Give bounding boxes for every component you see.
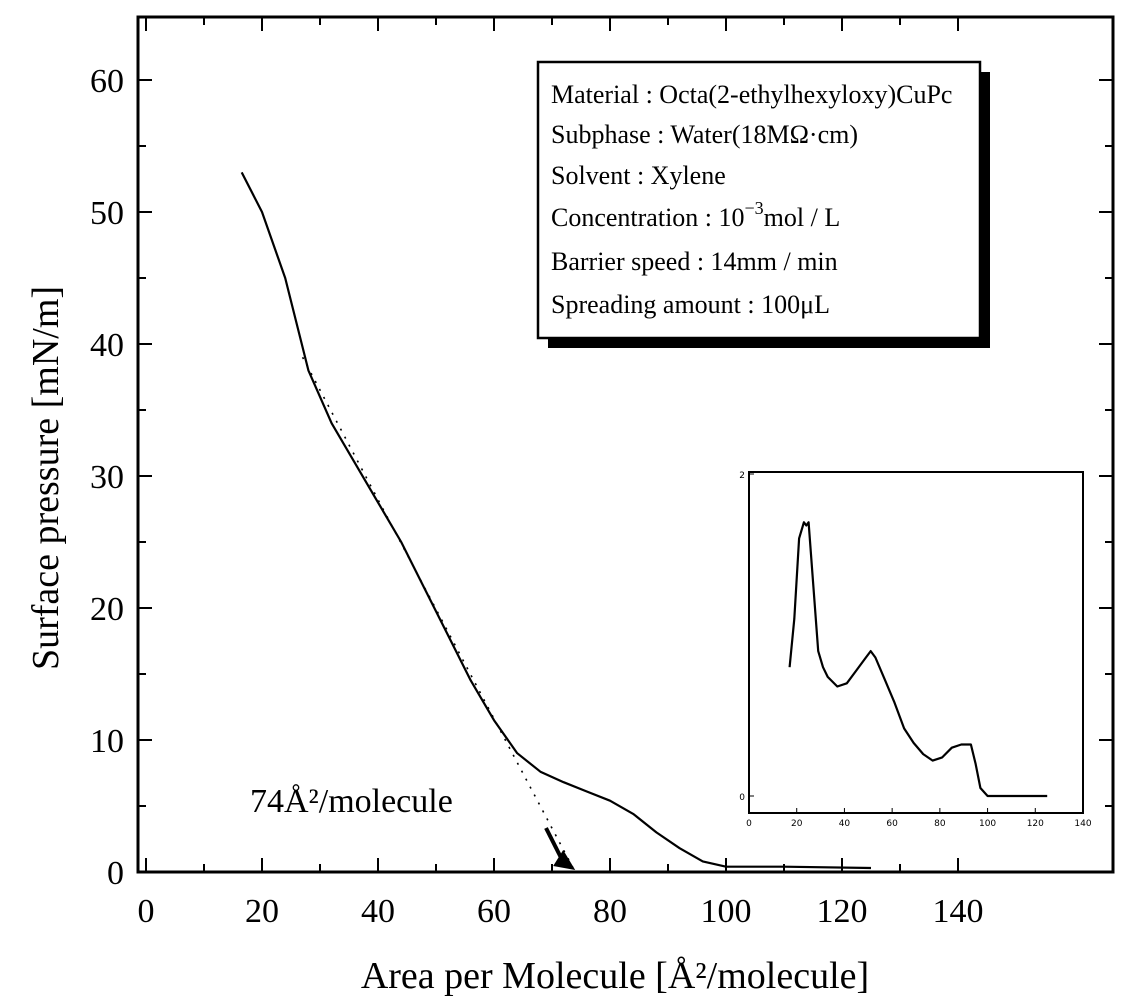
x-tick-label: 100 xyxy=(701,893,752,930)
y-tick-label: 40 xyxy=(90,327,124,364)
inset-x-tick-label: 20 xyxy=(791,819,803,829)
inset-frame xyxy=(748,471,1084,814)
x-tick-label: 60 xyxy=(477,893,511,930)
info-box-line: Solvent : Xylene xyxy=(551,161,726,190)
x-axis: 0 20 40 60 80 100 120 140 xyxy=(138,17,984,930)
inset-x-tick-label: 60 xyxy=(886,819,898,829)
inset-chart: 0 20 40 60 80 100 120 140 0 2 xyxy=(739,471,1092,829)
inset-x-tick-label: 140 xyxy=(1074,819,1091,829)
annotation-arrow-head xyxy=(553,850,576,870)
inset-y-tick-label: 2 xyxy=(739,471,745,481)
info-box-frame xyxy=(536,60,982,340)
info-box-line: Barrier speed : 14mm / min xyxy=(551,247,838,276)
info-box-line: Concentration : 10−3mol / L xyxy=(551,198,840,232)
series-layer xyxy=(240,171,872,873)
y-tick-label: 0 xyxy=(107,855,124,892)
annotation-label: 74Å²/molecule xyxy=(250,783,453,820)
info-box: Material : Octa(2-ethylhexyloxy)CuPc Subp… xyxy=(536,60,990,348)
inset-x-tick-label: 100 xyxy=(979,819,996,829)
x-tick-label: 80 xyxy=(593,893,627,930)
inset-x-tick-label: 0 xyxy=(746,819,752,829)
y-tick-label: 60 xyxy=(90,63,124,100)
main-axes xyxy=(136,15,1115,874)
inset-x-tick-label: 120 xyxy=(1027,819,1044,829)
y-tick-label: 20 xyxy=(90,591,124,628)
x-tick-label: 0 xyxy=(138,893,155,930)
x-tick-label: 140 xyxy=(933,893,984,930)
plot-frame xyxy=(136,15,1115,874)
info-box-line: Material : Octa(2-ethylhexyloxy)CuPc xyxy=(551,80,952,109)
info-box-line: Spreading amount : 100μL xyxy=(551,290,830,319)
y-tick-label: 50 xyxy=(90,195,124,232)
inset-x-tick-label: 80 xyxy=(934,819,946,829)
y-tick-label: 30 xyxy=(90,459,124,496)
x-tick-label: 40 xyxy=(361,893,395,930)
y-axis-title: Surface pressure [mN/m] xyxy=(25,286,67,670)
isotherm-line xyxy=(240,171,872,870)
inset-line xyxy=(788,521,1048,798)
y-tick-label: 10 xyxy=(90,723,124,760)
inset-y-tick-label: 0 xyxy=(739,793,745,803)
annotation-layer: 74Å²/molecule xyxy=(250,783,576,870)
x-axis-title: Area per Molecule [Å²/molecule] xyxy=(361,955,869,997)
x-tick-label: 120 xyxy=(817,893,868,930)
inset-x-tick-label: 40 xyxy=(839,819,851,829)
info-box-line: Subphase : Water(18MΩ·cm) xyxy=(551,120,858,149)
x-tick-label: 20 xyxy=(245,893,279,930)
